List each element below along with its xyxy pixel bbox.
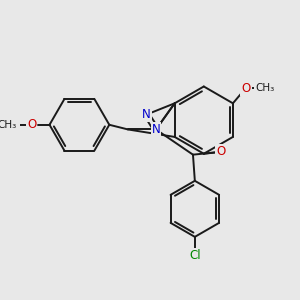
Text: CH₃: CH₃ [0,120,16,130]
Text: O: O [242,82,250,95]
Text: O: O [27,118,36,131]
Text: CH₃: CH₃ [255,83,274,93]
Text: Cl: Cl [189,249,201,262]
Text: N: N [142,108,151,121]
Text: N: N [152,123,160,136]
Text: O: O [216,146,225,158]
